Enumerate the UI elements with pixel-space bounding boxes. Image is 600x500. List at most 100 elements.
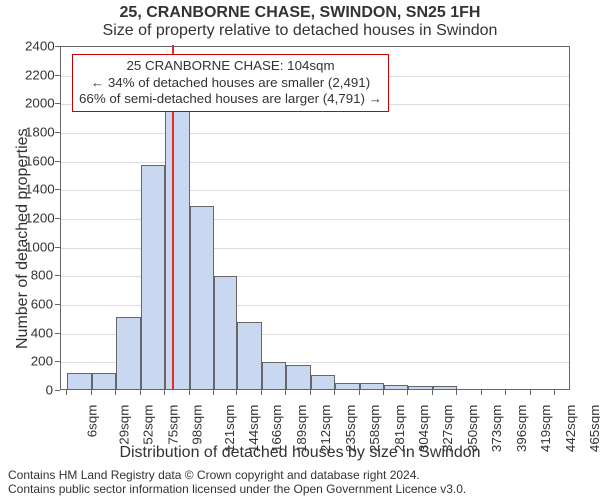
- y-tick-label: 2200: [25, 68, 53, 81]
- histogram-bar: [165, 108, 189, 389]
- x-tick-mark: [164, 390, 165, 395]
- x-tick-label: 396sqm: [515, 405, 528, 452]
- x-tick-mark: [481, 390, 482, 395]
- y-tick-label: 0: [25, 383, 53, 396]
- x-tick-mark: [456, 390, 457, 395]
- x-tick-mark: [407, 390, 408, 395]
- y-tick-mark: [55, 275, 60, 276]
- gridline: [61, 162, 569, 163]
- x-tick-label: 327sqm: [442, 405, 455, 452]
- histogram-bar: [262, 362, 286, 389]
- x-tick-label: 281sqm: [393, 405, 406, 452]
- x-tick-mark: [334, 390, 335, 395]
- x-tick-mark: [140, 390, 141, 395]
- x-tick-label: 442sqm: [564, 405, 577, 452]
- x-tick-label: 235sqm: [344, 405, 357, 452]
- gridline: [61, 190, 569, 191]
- histogram-bar: [360, 383, 384, 389]
- y-tick-mark: [55, 304, 60, 305]
- chart-title-main: 25, CRANBORNE CHASE, SWINDON, SN25 1FH: [0, 4, 600, 22]
- histogram-bar: [335, 383, 359, 389]
- footer-line-2: Contains public sector information licen…: [8, 482, 466, 496]
- y-tick-mark: [55, 46, 60, 47]
- y-tick-label: 1200: [25, 211, 53, 224]
- x-tick-mark: [383, 390, 384, 395]
- footer-line-1: Contains HM Land Registry data © Crown c…: [8, 468, 466, 482]
- y-tick-mark: [55, 218, 60, 219]
- histogram-bar: [214, 276, 237, 389]
- histogram-bar: [116, 317, 140, 389]
- x-tick-label: 212sqm: [319, 405, 332, 452]
- y-tick-label: 200: [25, 355, 53, 368]
- x-tick-mark: [236, 390, 237, 395]
- histogram-bar: [311, 375, 335, 389]
- x-tick-label: 75sqm: [166, 405, 179, 445]
- y-tick-label: 400: [25, 326, 53, 339]
- x-tick-label: 189sqm: [295, 405, 308, 452]
- histogram-bar: [384, 385, 408, 389]
- gridline: [61, 219, 569, 220]
- y-tick-label: 600: [25, 297, 53, 310]
- x-tick-label: 121sqm: [223, 405, 236, 452]
- y-tick-label: 2000: [25, 97, 53, 110]
- x-tick-mark: [505, 390, 506, 395]
- y-tick-mark: [55, 189, 60, 190]
- histogram-bar: [67, 373, 91, 389]
- x-tick-mark: [189, 390, 190, 395]
- y-tick-mark: [55, 132, 60, 133]
- chart-container: 25, CRANBORNE CHASE, SWINDON, SN25 1FH S…: [0, 0, 600, 500]
- y-tick-label: 1400: [25, 183, 53, 196]
- x-tick-label: 350sqm: [466, 405, 479, 452]
- y-tick-label: 1000: [25, 240, 53, 253]
- y-tick-mark: [55, 361, 60, 362]
- annotation-line-1: 25 CRANBORNE CHASE: 104sqm: [79, 58, 382, 75]
- x-tick-mark: [554, 390, 555, 395]
- annotation-line-2: ← 34% of detached houses are smaller (2,…: [79, 75, 382, 92]
- gridline: [61, 305, 569, 306]
- x-tick-label: 29sqm: [118, 405, 131, 445]
- x-tick-mark: [285, 390, 286, 395]
- histogram-bar: [141, 165, 165, 389]
- x-tick-label: 144sqm: [247, 405, 260, 452]
- x-tick-label: 258sqm: [368, 405, 381, 452]
- x-tick-mark: [213, 390, 214, 395]
- y-tick-mark: [55, 333, 60, 334]
- y-tick-mark: [55, 161, 60, 162]
- x-tick-label: 465sqm: [588, 405, 600, 452]
- histogram-bar: [408, 386, 432, 389]
- x-tick-mark: [115, 390, 116, 395]
- x-tick-label: 373sqm: [490, 405, 503, 452]
- x-tick-mark: [91, 390, 92, 395]
- x-tick-label: 6sqm: [86, 405, 99, 438]
- x-tick-label: 166sqm: [270, 405, 283, 452]
- chart-title-sub: Size of property relative to detached ho…: [0, 22, 600, 40]
- gridline: [61, 276, 569, 277]
- x-tick-label: 419sqm: [539, 405, 552, 452]
- x-tick-mark: [66, 390, 67, 395]
- x-tick-mark: [432, 390, 433, 395]
- histogram-bar: [433, 386, 457, 389]
- x-tick-mark: [310, 390, 311, 395]
- x-tick-label: 98sqm: [191, 405, 204, 445]
- y-tick-label: 1800: [25, 125, 53, 138]
- gridline: [61, 248, 569, 249]
- x-tick-label: 52sqm: [142, 405, 155, 445]
- annotation-box: 25 CRANBORNE CHASE: 104sqm ← 34% of deta…: [72, 54, 389, 112]
- x-tick-mark: [359, 390, 360, 395]
- histogram-bar: [190, 206, 214, 389]
- y-tick-label: 800: [25, 269, 53, 282]
- y-tick-mark: [55, 390, 60, 391]
- y-tick-mark: [55, 247, 60, 248]
- y-tick-mark: [55, 103, 60, 104]
- histogram-bar: [237, 322, 261, 389]
- y-tick-mark: [55, 75, 60, 76]
- y-tick-label: 2400: [25, 39, 53, 52]
- annotation-line-3: 66% of semi-detached houses are larger (…: [79, 91, 382, 108]
- y-tick-label: 1600: [25, 154, 53, 167]
- histogram-bar: [286, 365, 310, 389]
- x-tick-mark: [261, 390, 262, 395]
- gridline: [61, 133, 569, 134]
- histogram-bar: [92, 373, 116, 389]
- footer-attribution: Contains HM Land Registry data © Crown c…: [8, 468, 466, 496]
- x-tick-label: 304sqm: [417, 405, 430, 452]
